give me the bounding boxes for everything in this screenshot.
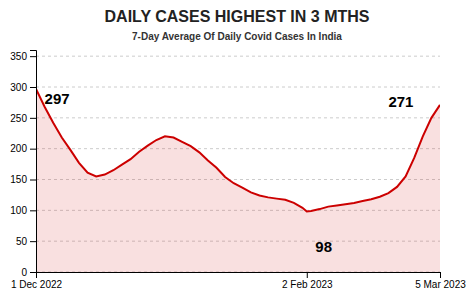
grid [36, 56, 440, 272]
tick-label: 200 [10, 143, 27, 154]
tick-mark [30, 241, 36, 242]
x-tick: 5 Mar 2023 [415, 272, 466, 290]
chart: DAILY CASES HIGHEST IN 3 MTHS 7-Day Avera… [0, 0, 474, 296]
y-axis: 0 50 100 150 200 250 300 350 [10, 51, 36, 278]
tick-label: 350 [10, 51, 27, 62]
y-tick: 100 [10, 205, 36, 216]
y-tick: 50 [16, 236, 36, 247]
tick-mark [307, 272, 308, 278]
y-tick: 200 [10, 143, 36, 154]
grid-line [36, 87, 440, 88]
marks [36, 89, 440, 272]
tick-label: 1 Dec 2022 [11, 279, 63, 290]
grid-line [36, 148, 440, 149]
x-tick: 1 Dec 2022 [11, 272, 63, 290]
tick-mark [30, 118, 36, 119]
line [36, 89, 440, 212]
y-tick: 350 [10, 51, 36, 62]
annotation: 271 [388, 93, 413, 110]
tick-mark [30, 180, 36, 181]
grid-line [36, 56, 440, 57]
tick-label: 0 [21, 267, 27, 278]
tick-mark [30, 149, 36, 150]
axis-line [37, 273, 441, 279]
tick-mark [30, 87, 36, 88]
y-tick: 150 [10, 174, 36, 185]
x-tick: 2 Feb 2023 [282, 272, 333, 290]
tick-mark [30, 210, 36, 211]
y-tick: 250 [10, 113, 36, 124]
subtitle: 7-Day Average Of Daily Covid Cases In In… [132, 31, 342, 42]
tick-mark [440, 272, 441, 278]
plot: 1 Dec 2022 2 Feb 2023 5 Mar 2023 0 50 100 150 2… [10, 51, 466, 291]
tick-label: 300 [10, 82, 27, 93]
annotation: 98 [315, 238, 332, 255]
tick-label: 100 [10, 205, 27, 216]
tick-mark [30, 56, 36, 57]
tick-label: 2 Feb 2023 [282, 279, 333, 290]
y-tick: 0 [21, 267, 36, 278]
x-axis: 1 Dec 2022 2 Feb 2023 5 Mar 2023 [11, 272, 466, 290]
annotation: 297 [45, 90, 70, 107]
area [36, 89, 440, 272]
title: DAILY CASES HIGHEST IN 3 MTHS [105, 8, 370, 25]
tick-label: 150 [10, 174, 27, 185]
axis-line [30, 51, 37, 273]
grid-line [36, 117, 440, 118]
y-tick: 300 [10, 82, 36, 93]
tick-mark [30, 272, 36, 273]
annotations: 297 98 271 [45, 90, 414, 256]
tick-label: 250 [10, 113, 27, 124]
tick-label: 50 [16, 236, 28, 247]
tick-label: 5 Mar 2023 [415, 279, 466, 290]
